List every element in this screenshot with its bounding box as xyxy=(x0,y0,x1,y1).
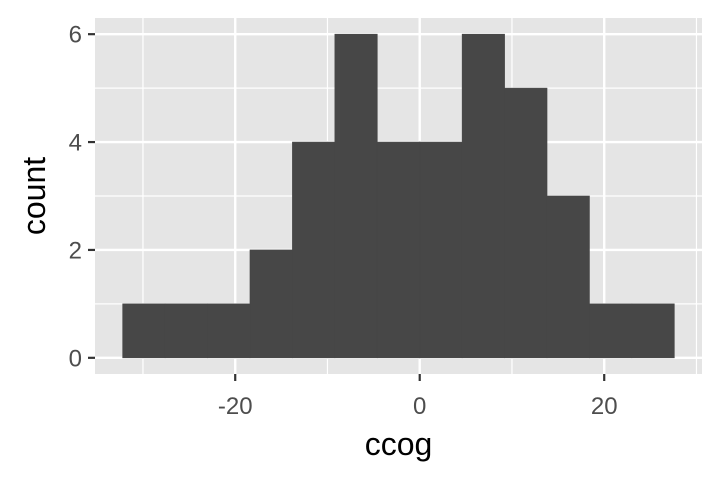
histogram-bar xyxy=(546,195,590,359)
histogram-bar xyxy=(376,141,421,359)
histogram-bar xyxy=(164,303,208,359)
y-tick-label: 4 xyxy=(69,130,82,157)
histogram-bar xyxy=(504,87,548,359)
histogram-bar xyxy=(334,33,378,359)
x-tick-label: -20 xyxy=(218,393,253,420)
bars xyxy=(122,33,675,359)
y-tick-label: 2 xyxy=(69,237,82,264)
histogram-bar xyxy=(589,303,633,359)
histogram-bar xyxy=(419,141,463,359)
x-tick-label: 0 xyxy=(413,393,426,420)
histogram-bar xyxy=(631,303,675,359)
y-axis-ticks: 0 2 4 6 xyxy=(69,22,95,372)
x-axis-title: ccog xyxy=(365,426,433,462)
y-axis-title: count xyxy=(16,157,52,235)
histogram-bar xyxy=(461,33,505,359)
histogram-bar xyxy=(122,303,166,359)
y-tick-label: 6 xyxy=(69,22,82,49)
histogram-bar xyxy=(207,303,251,359)
histogram-bar xyxy=(249,249,293,359)
y-tick-label: 0 xyxy=(69,345,82,372)
x-tick-label: 20 xyxy=(591,393,618,420)
histogram-bar xyxy=(292,141,336,359)
x-axis-ticks: -20 0 20 xyxy=(218,374,618,420)
